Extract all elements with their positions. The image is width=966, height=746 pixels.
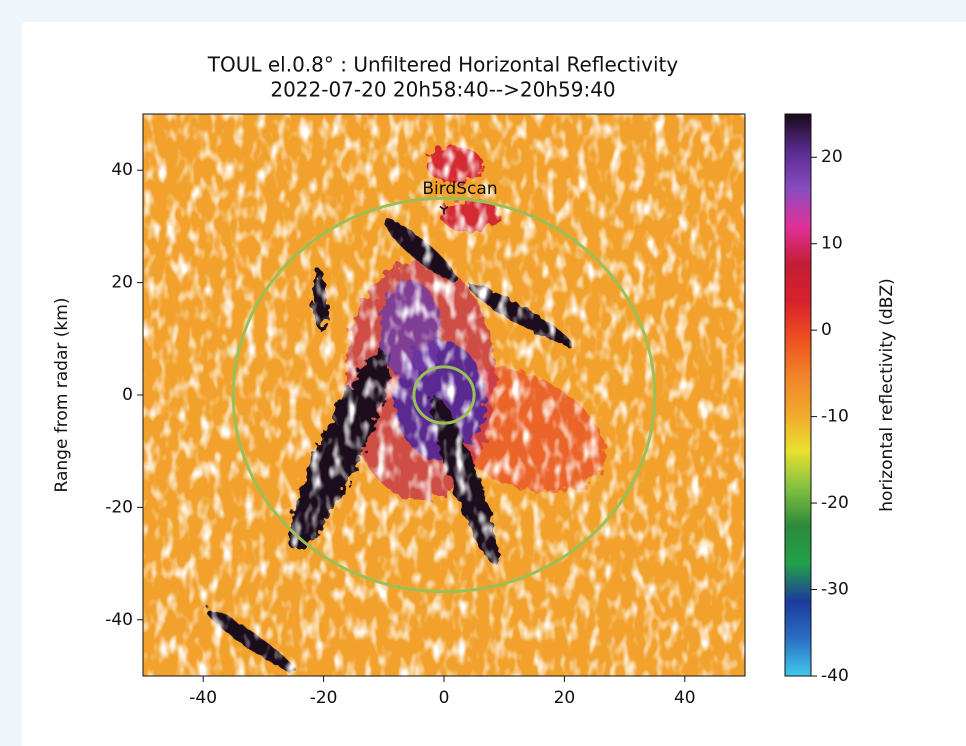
colorbar-label: horizontal reflectivity (dBZ) — [877, 278, 897, 511]
y-tick-label: -20 — [105, 497, 133, 517]
x-tick-label: 20 — [554, 688, 576, 708]
annotation: BirdScan — [422, 179, 497, 199]
colorbar-tick-label: -20 — [821, 493, 849, 513]
x-tick-label: 40 — [674, 688, 696, 708]
image-texture — [143, 114, 745, 676]
colorbar-tick-label: 10 — [821, 234, 843, 254]
y-tick-label: 40 — [111, 160, 133, 180]
x-tick-label: 0 — [439, 688, 450, 708]
colorbar-tick-label: -40 — [821, 666, 849, 686]
colorbar-tick-label: 0 — [821, 320, 832, 340]
y-tick-label: 0 — [122, 385, 133, 405]
range-circle — [231, 196, 657, 594]
colorbar-tick-label: -30 — [821, 580, 849, 600]
site-marker — [439, 205, 449, 215]
chart-subtitle: 2022-07-20 20h58:40-->20h59:40 — [270, 78, 615, 102]
chart-title: TOUL el.0.8° : Unfiltered Horizontal Ref… — [207, 53, 679, 77]
y-axis-label: Range from radar (km) — [52, 298, 72, 493]
y-tick-label: 20 — [111, 273, 133, 293]
y-tick-label: -40 — [105, 610, 133, 630]
range-circle — [412, 365, 476, 425]
colorbar-tick-label: -10 — [821, 407, 849, 427]
colorbar-tick-label: 20 — [821, 147, 843, 167]
x-tick-label: -20 — [310, 688, 338, 708]
colorbar — [784, 113, 812, 677]
x-tick-label: -40 — [189, 688, 217, 708]
